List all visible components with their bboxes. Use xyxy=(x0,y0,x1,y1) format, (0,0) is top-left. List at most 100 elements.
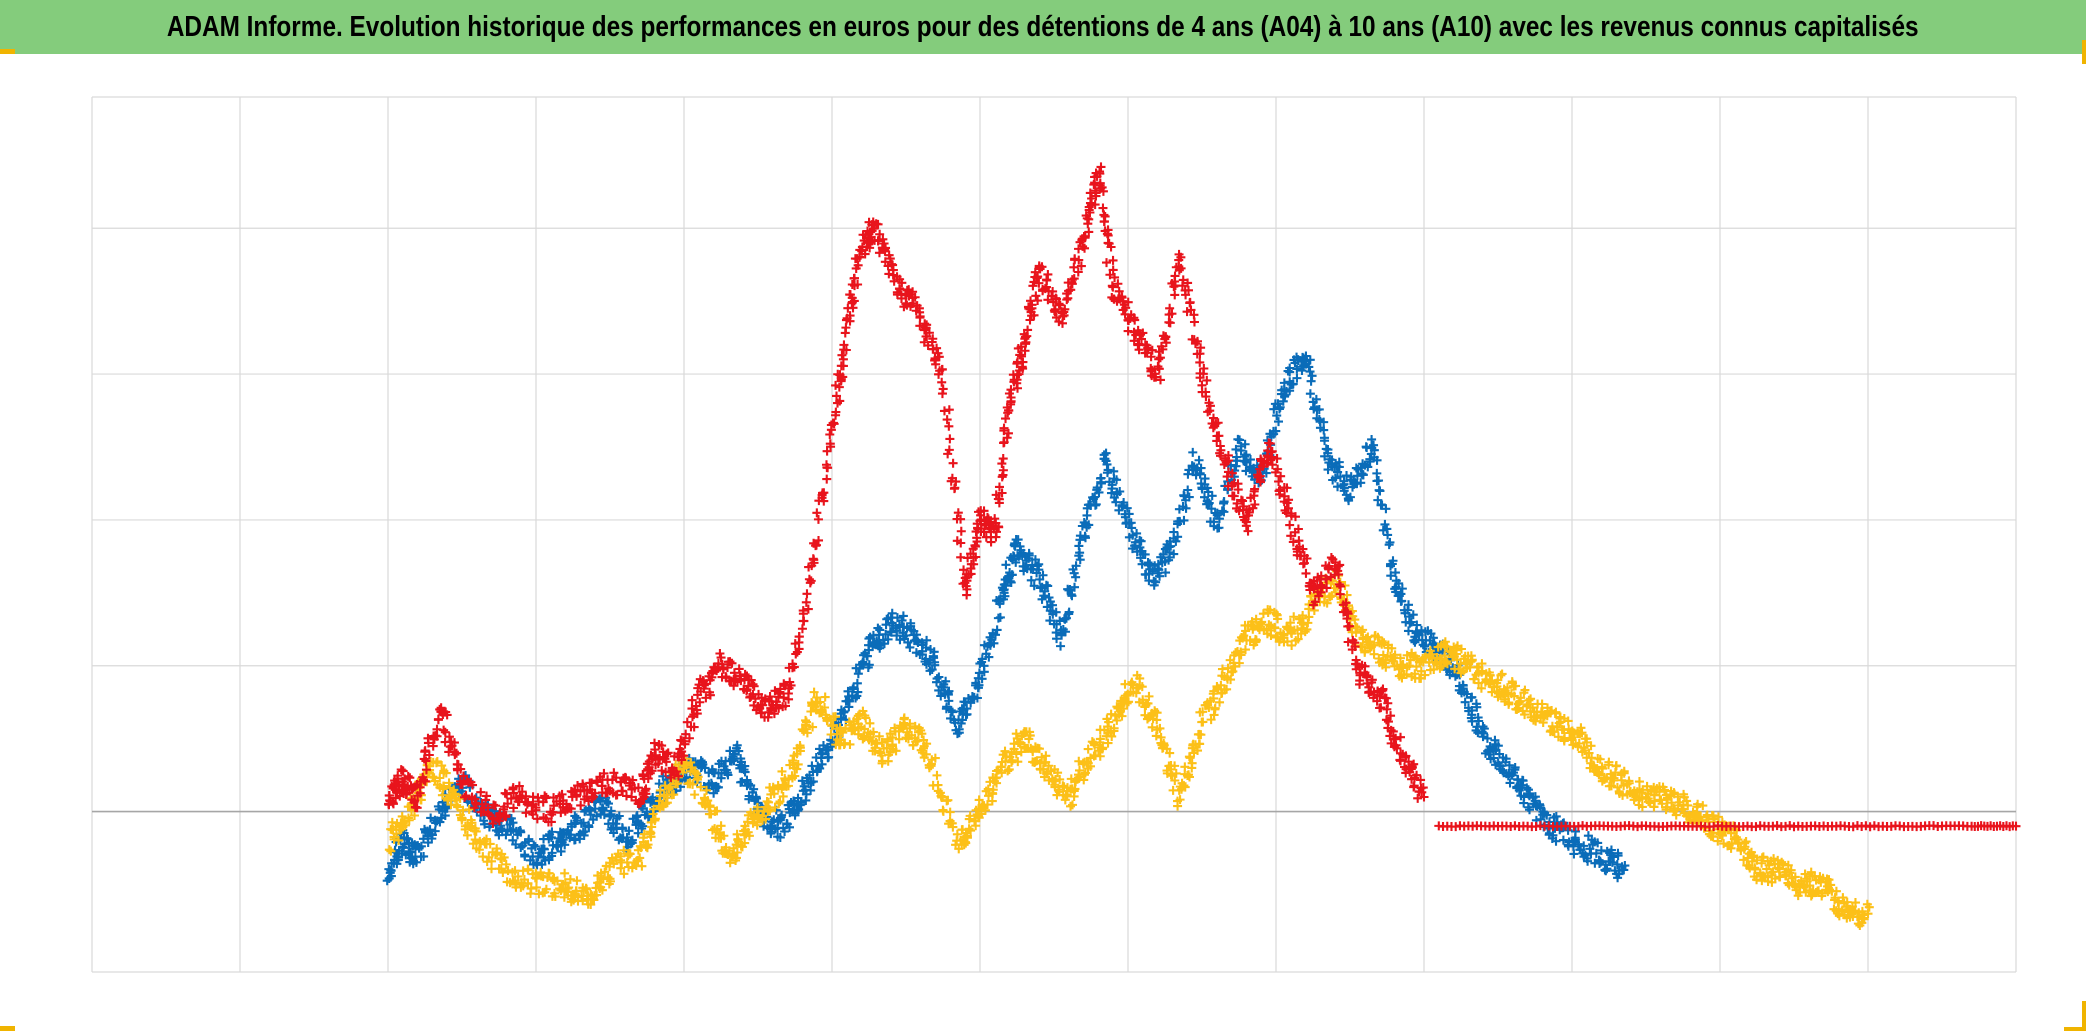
data-point xyxy=(771,697,781,707)
data-point xyxy=(637,861,647,871)
data-point xyxy=(388,798,398,808)
data-point xyxy=(1052,634,1062,644)
data-point xyxy=(858,706,868,716)
data-point xyxy=(600,867,610,877)
data-point xyxy=(1083,219,1093,229)
data-point xyxy=(1448,663,1458,673)
data-point xyxy=(1015,350,1025,360)
data-point xyxy=(1428,633,1438,643)
data-point xyxy=(959,565,969,575)
data-point xyxy=(1350,642,1360,652)
data-point xyxy=(1342,614,1352,624)
data-point xyxy=(643,840,653,850)
data-point xyxy=(1293,634,1303,644)
data-point xyxy=(1069,274,1079,284)
data-point xyxy=(1733,835,1743,845)
data-point xyxy=(774,799,784,809)
data-point xyxy=(450,790,460,800)
data-point xyxy=(1805,881,1815,891)
data-point xyxy=(979,527,989,537)
data-point xyxy=(1006,577,1016,587)
data-point xyxy=(1467,705,1477,715)
data-point xyxy=(999,423,1009,433)
data-point xyxy=(1285,386,1295,396)
data-point xyxy=(995,612,1005,622)
data-point xyxy=(1064,609,1074,619)
data-point xyxy=(681,760,691,770)
data-point xyxy=(1082,510,1092,520)
data-point xyxy=(937,377,947,387)
data-point xyxy=(1538,718,1548,728)
data-point xyxy=(1458,680,1468,690)
data-point xyxy=(712,806,722,816)
data-point xyxy=(1604,781,1614,791)
data-point xyxy=(915,313,925,323)
data-point xyxy=(1176,252,1186,262)
data-point xyxy=(930,657,940,667)
data-point xyxy=(1008,555,1018,565)
data-point xyxy=(1683,800,1693,810)
data-point xyxy=(457,815,467,825)
data-point xyxy=(394,835,404,845)
data-point xyxy=(1257,617,1267,627)
data-point xyxy=(1467,692,1477,702)
data-point xyxy=(1104,717,1114,727)
data-point xyxy=(787,663,797,673)
data-point xyxy=(557,789,567,799)
data-point xyxy=(740,838,750,848)
data-point xyxy=(1137,682,1147,692)
data-point xyxy=(419,851,429,861)
data-point xyxy=(470,794,480,804)
data-point xyxy=(1112,715,1122,725)
data-point xyxy=(439,781,449,791)
data-point xyxy=(544,869,554,879)
data-point xyxy=(1084,520,1094,530)
data-point xyxy=(956,526,966,536)
data-point xyxy=(1210,703,1220,713)
data-point xyxy=(1497,669,1507,679)
data-point xyxy=(905,723,915,733)
data-point xyxy=(875,229,885,239)
data-point xyxy=(410,802,420,812)
data-point xyxy=(1273,399,1283,409)
data-point xyxy=(1233,485,1243,495)
data-point xyxy=(1099,450,1109,460)
data-point xyxy=(1204,498,1214,508)
data-point xyxy=(1478,732,1488,742)
data-point xyxy=(1115,487,1125,497)
data-point xyxy=(1105,270,1115,280)
data-point xyxy=(1080,243,1090,253)
data-point xyxy=(1184,770,1194,780)
data-point xyxy=(775,797,785,807)
data-point xyxy=(822,474,832,484)
data-point xyxy=(487,856,497,866)
data-point xyxy=(692,774,702,784)
data-point xyxy=(1595,754,1605,764)
data-point xyxy=(1339,476,1349,486)
data-point xyxy=(994,482,1004,492)
data-point xyxy=(853,729,863,739)
data-point xyxy=(499,852,509,862)
data-point xyxy=(1155,353,1165,363)
data-point xyxy=(1405,618,1415,628)
data-point xyxy=(874,731,884,741)
data-point xyxy=(690,790,700,800)
data-point xyxy=(1740,842,1750,852)
data-point xyxy=(1119,498,1129,508)
data-point xyxy=(1388,726,1398,736)
data-point xyxy=(1276,471,1286,481)
data-point xyxy=(1274,476,1284,486)
data-point xyxy=(578,896,588,906)
data-point xyxy=(1095,737,1105,747)
data-point xyxy=(843,686,853,696)
data-point xyxy=(1056,641,1066,651)
data-point xyxy=(1343,609,1353,619)
data-point xyxy=(1033,743,1043,753)
data-point xyxy=(806,785,816,795)
data-point xyxy=(1265,439,1275,449)
data-point xyxy=(618,824,628,834)
data-point xyxy=(1322,598,1332,608)
data-point xyxy=(1185,753,1195,763)
data-point xyxy=(1085,761,1095,771)
data-point xyxy=(464,804,474,814)
